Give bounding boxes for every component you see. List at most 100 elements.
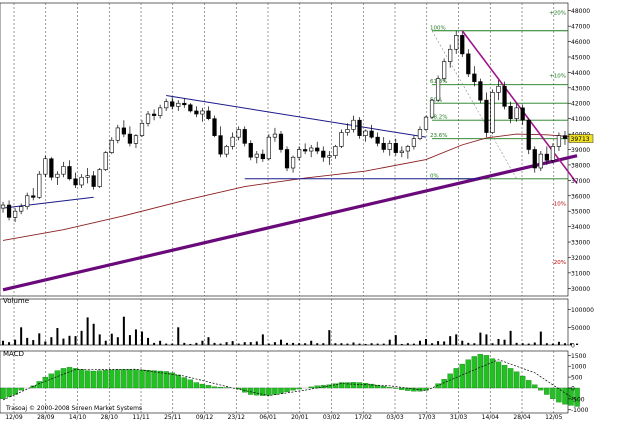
volume-bar (273, 342, 276, 345)
volume-bar (467, 342, 470, 345)
candle-body (188, 104, 193, 112)
volume-bar (237, 343, 240, 345)
volume-bar (207, 337, 210, 345)
macd-histogram-bar (308, 386, 314, 389)
volume-bar (177, 327, 180, 345)
candle-body (562, 135, 568, 139)
macd-histogram-bar (278, 387, 284, 394)
candle-body (224, 146, 229, 155)
price-tick-label: 47000 (571, 24, 590, 31)
candle-body (0, 204, 6, 209)
macd-histogram-bar (193, 382, 200, 389)
macd-histogram-bar (109, 369, 115, 389)
candle-body (478, 81, 483, 101)
candle-body (532, 149, 537, 169)
macd-panel (0, 354, 580, 407)
macd-histogram-bar (465, 359, 471, 389)
x-tick-label: 25/11 (164, 414, 181, 421)
x-tick-label: 11/11 (132, 414, 149, 421)
candle-body (182, 102, 187, 106)
candle-body (61, 166, 66, 175)
volume-bar (449, 336, 452, 345)
volume-bar (255, 341, 258, 345)
axes: 12/09 28/09 14/10 28/10 11/11 25/11 09/12 23/12… (5, 8, 594, 421)
macd-histogram-bar (42, 376, 49, 389)
x-tick-label: 03/03 (386, 414, 403, 421)
candle-body (423, 116, 429, 130)
macd-histogram-bar (362, 383, 369, 389)
candle-body (466, 53, 471, 75)
macd-histogram-bar (477, 354, 484, 389)
macd-tick-label: 1000 (571, 364, 586, 371)
candle-body (472, 73, 477, 82)
macd-histogram-bar (163, 371, 169, 389)
volume-bar (570, 343, 573, 345)
macd-histogram-bar (495, 361, 502, 389)
macd-histogram-bar (381, 386, 387, 389)
volume-bar (134, 329, 137, 345)
candle-body (538, 153, 543, 169)
macd-tick-label: 1500 (571, 353, 586, 360)
fib-diagonal (431, 30, 517, 179)
panel-frame (0, 298, 569, 346)
macd-histogram-bar (423, 387, 429, 391)
macd-histogram-bar (145, 369, 151, 389)
candle-body (49, 158, 54, 178)
candle-body (236, 129, 241, 138)
macd-histogram-bar (242, 387, 248, 393)
macd-histogram-bar (489, 358, 496, 389)
candle-body (97, 169, 102, 187)
volume-bar (334, 343, 337, 345)
candle-body (381, 143, 386, 150)
volume-bar (340, 343, 343, 345)
macd-histogram-bar (272, 387, 278, 395)
macd-histogram-bar (519, 375, 526, 389)
x-tick-label: 31/03 (450, 414, 467, 421)
macd-histogram-bar (447, 373, 453, 389)
volume-bar (153, 342, 156, 345)
volume-bar (394, 335, 397, 345)
volume-bar (165, 343, 168, 345)
candle-body (460, 35, 465, 55)
volume-bar (310, 340, 313, 345)
volume-panel-label: Volume (3, 297, 29, 305)
fib-level-label: 23.6% (430, 133, 447, 139)
macd-histogram-bar (254, 387, 260, 396)
candle-body (272, 133, 278, 138)
candle-body (43, 158, 48, 175)
percent-label: +20% (549, 10, 566, 16)
macd-histogram-bar (157, 370, 163, 389)
volume-bar (92, 323, 95, 345)
macd-histogram-bar (199, 383, 206, 389)
downtrend-line (461, 30, 578, 184)
volume-bar (147, 337, 150, 345)
candle-body (6, 204, 12, 218)
volume-bar (400, 343, 403, 345)
volume-panel (2, 316, 579, 345)
macd-histogram-bar (296, 387, 302, 390)
macd-histogram-bar (175, 374, 181, 389)
volume-bar (56, 328, 59, 345)
percent-label: -20% (552, 260, 566, 266)
macd-histogram-bar (532, 384, 538, 389)
volume-bar (352, 342, 355, 345)
macd-histogram-bar (538, 387, 544, 391)
candle-body (315, 147, 320, 152)
price-tick-label: 38000 (571, 162, 590, 169)
candle-body (429, 99, 435, 118)
x-tick-label: 14/10 (69, 414, 86, 421)
candle-body (55, 173, 60, 178)
volume-bar (128, 335, 131, 345)
price-tick-label: 31000 (571, 270, 590, 277)
price-tick-label: 41000 (571, 116, 590, 123)
candle-body (19, 206, 24, 212)
price-tick-label: 35000 (571, 209, 590, 216)
candle-body (393, 143, 398, 153)
macd-histogram-bar (151, 370, 157, 389)
macd-histogram-bar (574, 387, 580, 407)
candle-body (411, 138, 417, 147)
volume-bar (141, 331, 143, 345)
macd-histogram-bar (12, 387, 18, 395)
